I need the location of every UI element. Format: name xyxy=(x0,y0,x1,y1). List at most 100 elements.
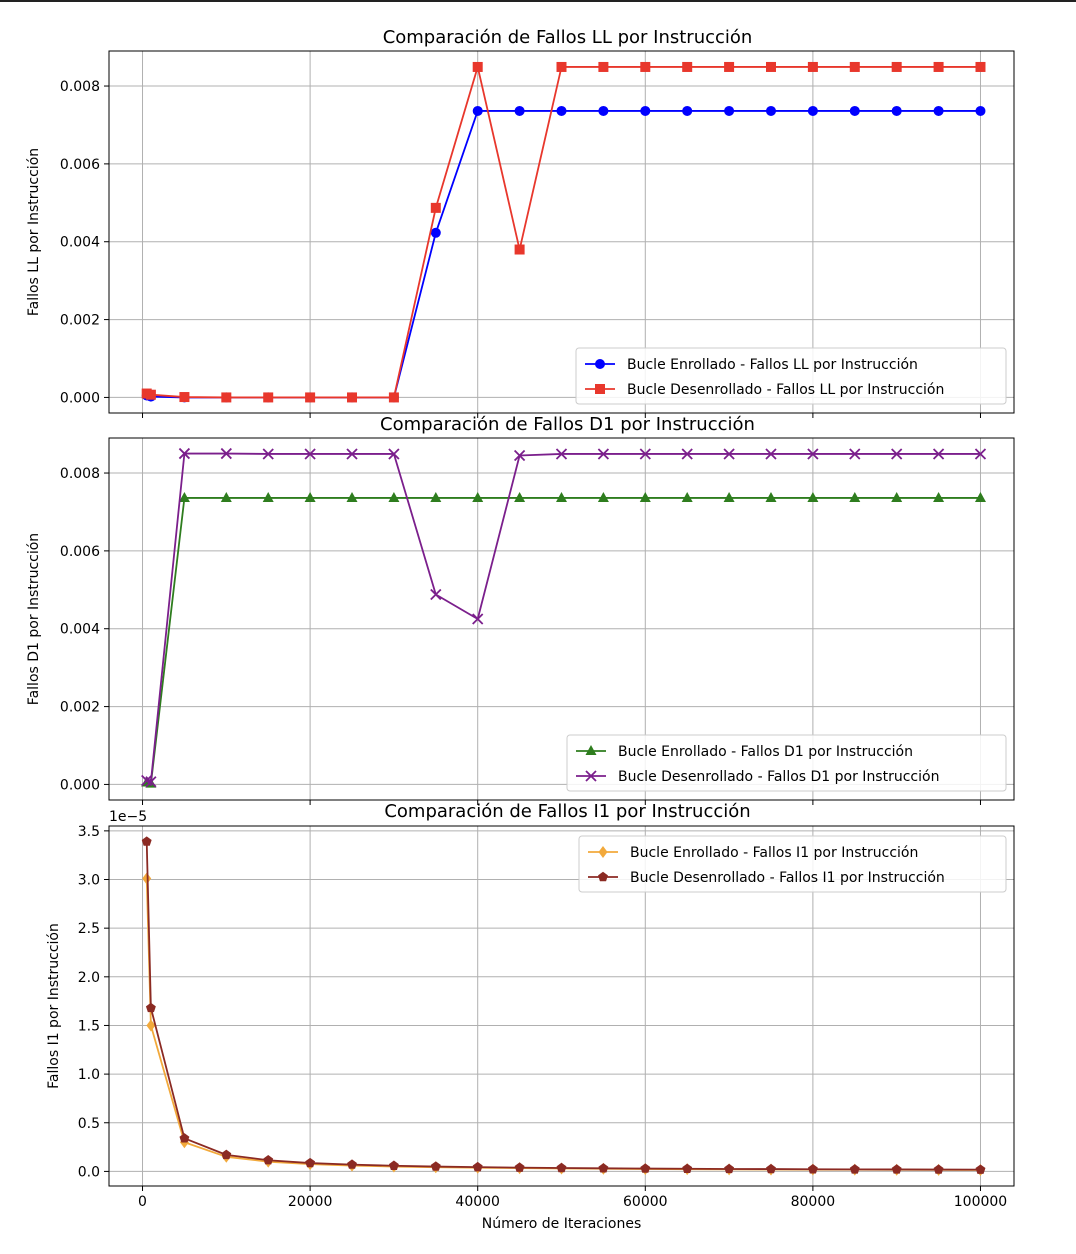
y-tick-label: 1.0 xyxy=(78,1067,100,1083)
data-point xyxy=(346,491,358,502)
data-point xyxy=(932,448,945,460)
data-point xyxy=(145,776,157,788)
y-tick-label: 0.008 xyxy=(60,466,100,482)
data-point xyxy=(472,61,483,72)
chart-title: Comparación de Fallos LL por Instrucción xyxy=(383,27,753,48)
legend-entry-label: Bucle Desenrollado - Fallos D1 por Instr… xyxy=(618,769,939,785)
chart-panel-2: 0.000 0.002 0.004 0.006 0.008 Comparación de … xyxy=(26,414,1015,805)
legend-swatch-marker xyxy=(585,770,597,782)
x-axis-label: Número de Iteraciones xyxy=(482,1216,642,1232)
x-tick-label: 20000 xyxy=(288,1194,333,1210)
data-point xyxy=(178,447,191,460)
data-point xyxy=(472,613,484,625)
data-point xyxy=(263,1155,274,1165)
legend-swatch-marker xyxy=(598,846,608,858)
data-point xyxy=(556,105,567,116)
data-point xyxy=(388,448,400,460)
data-point xyxy=(347,392,358,403)
data-point xyxy=(849,491,861,502)
data-point xyxy=(682,61,693,72)
data-point xyxy=(598,61,609,72)
data-point xyxy=(681,491,693,502)
y-tick-label: 0.006 xyxy=(60,157,100,173)
data-point xyxy=(556,61,567,72)
axes-frame xyxy=(108,825,1015,1187)
data-point xyxy=(765,105,776,116)
data-point xyxy=(146,1019,156,1032)
data-point xyxy=(849,448,861,460)
x-tick-label: 80000 xyxy=(791,1194,836,1210)
data-point xyxy=(142,872,152,885)
data-point xyxy=(933,1164,944,1174)
chart-title: Comparación de Fallos I1 por Instrucción xyxy=(384,801,750,822)
x-tick-label: 60000 xyxy=(623,1194,668,1210)
y-tick-label: 0.002 xyxy=(60,313,100,329)
data-point xyxy=(514,105,525,116)
legend-box xyxy=(575,347,1007,405)
y-tick-label: 0.000 xyxy=(60,390,100,406)
series-line xyxy=(146,497,981,785)
data-point xyxy=(178,491,190,502)
data-point xyxy=(430,1161,441,1171)
data-point xyxy=(807,105,818,116)
y-tick-label: 2.0 xyxy=(78,970,100,986)
legend-swatch-marker xyxy=(585,745,597,755)
data-point xyxy=(556,1162,567,1173)
data-point xyxy=(555,448,568,460)
data-point xyxy=(975,1164,986,1174)
data-point xyxy=(141,836,152,846)
data-point xyxy=(891,1164,902,1174)
data-point xyxy=(430,227,441,238)
data-point xyxy=(933,491,945,502)
data-point xyxy=(682,1163,693,1173)
legend-swatch-marker xyxy=(595,384,605,394)
data-point xyxy=(974,491,986,502)
data-point xyxy=(597,491,609,502)
y-tick-label: 0.008 xyxy=(60,79,100,95)
y-tick-label: 3.5 xyxy=(78,824,100,840)
series-line xyxy=(146,452,981,783)
data-point xyxy=(765,448,777,460)
y-tick-label: 2.5 xyxy=(78,921,100,937)
data-point xyxy=(807,491,819,502)
data-point xyxy=(514,1162,525,1172)
chart-panel-1: 0.000 0.002 0.004 0.006 0.008 Comparación de … xyxy=(26,27,1015,418)
series-2 xyxy=(141,447,987,788)
data-point xyxy=(347,1159,357,1169)
data-point xyxy=(891,105,902,116)
y-tick-label: 0.004 xyxy=(60,235,100,251)
data-point xyxy=(513,449,526,462)
data-point xyxy=(514,491,526,502)
data-point xyxy=(221,1149,232,1160)
data-point xyxy=(723,491,735,502)
window-top-border xyxy=(0,0,1076,2)
data-point xyxy=(220,447,232,460)
data-point xyxy=(723,448,735,460)
legend-entry-label: Bucle Desenrollado - Fallos LL por Instr… xyxy=(627,382,944,398)
legend-box xyxy=(566,734,1007,792)
data-point xyxy=(220,491,232,502)
legend-swatch-marker xyxy=(598,871,608,882)
data-point xyxy=(849,61,860,72)
legend: Bucle Enrollado - Fallos I1 por Instrucc… xyxy=(578,835,1007,893)
data-point xyxy=(724,105,735,116)
data-point xyxy=(472,491,484,502)
data-point xyxy=(141,774,153,787)
data-point xyxy=(640,105,651,116)
x-tick-label: 40000 xyxy=(455,1194,500,1210)
series-line xyxy=(146,66,981,399)
series-2 xyxy=(141,836,986,1174)
x-tick-label: 0 xyxy=(138,1194,147,1210)
y-axis-label: Fallos I1 por Instrucción xyxy=(46,923,62,1089)
data-point xyxy=(179,392,190,403)
data-point xyxy=(262,448,274,460)
data-point xyxy=(765,61,776,72)
y-tick-label: 0.006 xyxy=(60,544,100,560)
y-axis-label: Fallos D1 por Instrucción xyxy=(26,533,42,705)
legend-box xyxy=(578,835,1007,893)
data-point xyxy=(640,61,651,72)
y-axis-label: Fallos LL por Instrucción xyxy=(26,148,42,316)
data-point xyxy=(305,392,316,403)
y-tick-label: 0.002 xyxy=(60,700,100,716)
